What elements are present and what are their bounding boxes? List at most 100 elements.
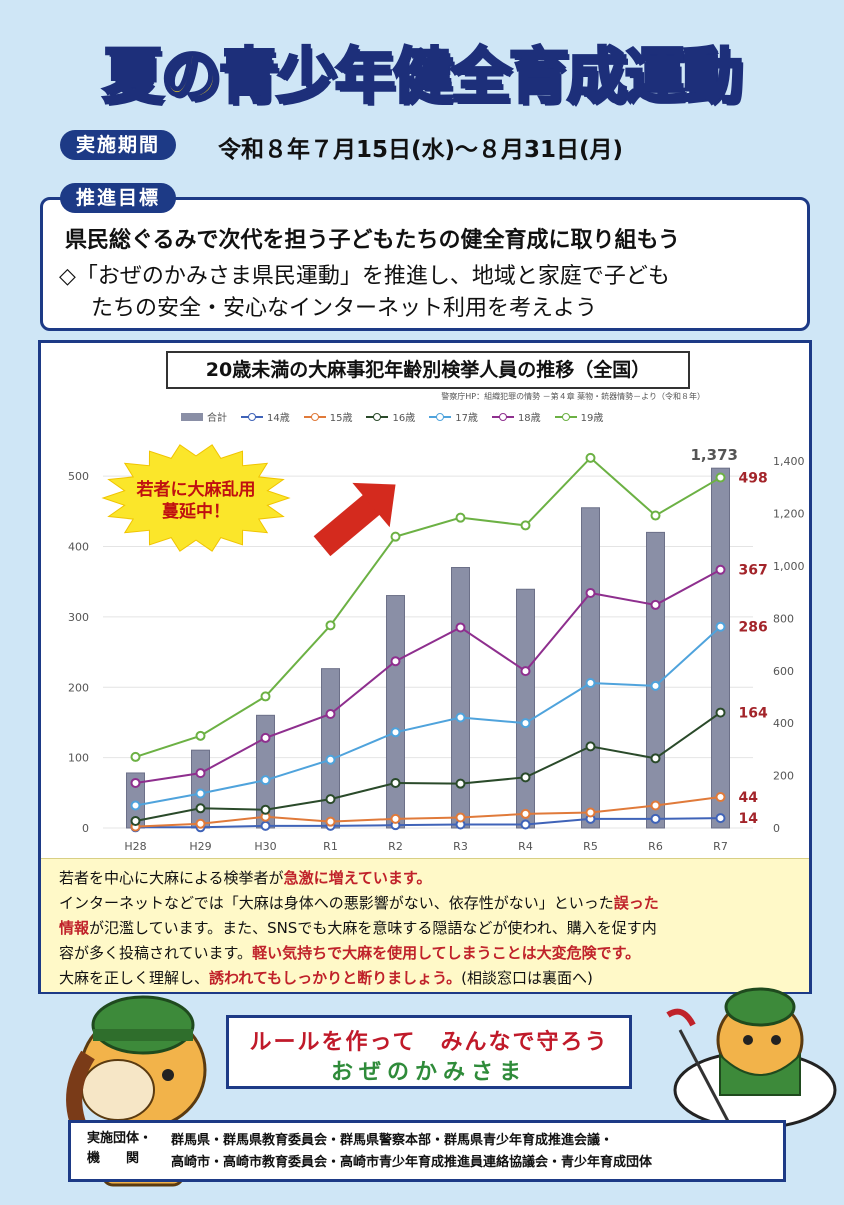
note-1b: 急激に増えています。 — [283, 869, 432, 887]
legend-bar-swatch — [181, 412, 203, 421]
chart-panel: 20歳未満の大麻事犯年齢別検挙人員の推移（全国） 警察庁HP：組織犯罪の情勢 －… — [38, 340, 812, 994]
legend-line-swatch — [366, 412, 389, 421]
x-tick-label: H28 — [124, 840, 146, 853]
series-point — [715, 472, 726, 483]
series-point — [130, 777, 141, 788]
series-end-label: 164 — [739, 706, 768, 722]
right-tick-label: 800 — [773, 612, 794, 625]
right-tick-label: 1,400 — [773, 455, 805, 468]
x-tick-label: H29 — [189, 840, 211, 853]
org-line-2: 高崎市・高崎市教育委員会・高崎市青少年育成推進員連絡協議会・青少年育成団体 — [171, 1155, 653, 1170]
series-point — [325, 794, 336, 805]
legend-line-swatch — [491, 412, 514, 421]
series-point — [260, 775, 271, 786]
series-point — [715, 792, 726, 803]
series-point — [390, 813, 401, 824]
chart-legend: 合計 14歳 15歳 16歳 17歳 18歳 19歳 — [181, 409, 603, 424]
left-tick-label: 0 — [82, 822, 89, 835]
note-1a: 若者を中心に大麻による検挙者が — [59, 869, 284, 887]
legend-item: 16歳 — [366, 409, 415, 424]
org-label-1: 実施団体・ — [87, 1131, 153, 1146]
left-tick-label: 100 — [68, 752, 89, 765]
series-line — [135, 796, 721, 828]
series-point — [650, 599, 661, 610]
series-point — [650, 510, 661, 521]
note-3a: 情報 — [59, 919, 90, 937]
note-2b: 誤った — [613, 894, 659, 912]
series-end-label: 286 — [739, 620, 768, 636]
goal-box: 県民総ぐるみで次代を担う子どもたちの健全育成に取り組もう ◇「おぜのかみさま県民… — [40, 197, 810, 331]
series-point — [520, 772, 531, 783]
note-5c: (相談窓口は裏面へ) — [461, 969, 593, 987]
series-point — [195, 803, 206, 814]
series-point — [195, 730, 206, 741]
series-line — [135, 626, 722, 807]
series-point — [260, 820, 271, 831]
series-point — [585, 807, 596, 818]
total-end-label: 1,373 — [691, 446, 738, 464]
note-2a: インターネットなどでは「大麻は身体への悪影響がない、依存性がない」といった — [59, 894, 614, 912]
x-tick-label: R1 — [323, 840, 338, 853]
legend-item: 合計 — [181, 409, 227, 424]
alert-callout: 若者に大麻乱用 蔓延中！ — [101, 443, 291, 553]
series-point — [520, 666, 531, 677]
series-point — [455, 812, 466, 823]
right-tick-label: 1,200 — [773, 508, 805, 521]
series-point — [325, 754, 336, 765]
series-point — [715, 813, 726, 824]
series-point — [195, 768, 206, 779]
series-end-label: 498 — [739, 471, 768, 487]
left-tick-label: 300 — [68, 611, 89, 624]
mascot-right-illustration — [666, 987, 837, 1130]
goal-main: 県民総ぐるみで次代を担う子どもたちの健全育成に取り組もう — [65, 228, 680, 253]
x-tick-label: R2 — [388, 840, 403, 853]
series-point — [520, 718, 531, 729]
series-point — [650, 813, 661, 824]
left-tick-label: 400 — [68, 541, 89, 554]
callout-line-1: 若者に大麻乱用 — [136, 480, 256, 500]
x-tick-label: R7 — [713, 840, 728, 853]
x-tick-label: R6 — [648, 840, 663, 853]
slogan-line-1: ルールを作って みんなで守ろう — [249, 1030, 609, 1055]
org-label-2: 機 関 — [87, 1151, 140, 1166]
goal-label: 推進目標 — [60, 183, 177, 213]
bar-total — [451, 567, 470, 829]
series-point — [520, 520, 531, 531]
callout-line-2: 蔓延中！ — [162, 502, 230, 522]
series-point — [585, 678, 596, 689]
series-point — [455, 778, 466, 789]
series-point — [390, 531, 401, 542]
period-label: 実施期間 — [60, 130, 177, 160]
bar-total — [581, 507, 600, 829]
right-tick-label: 200 — [773, 770, 794, 783]
series-end-label: 367 — [739, 563, 768, 579]
series-point — [585, 452, 596, 463]
chart-title: 20歳未満の大麻事犯年齢別検挙人員の推移（全国） — [166, 351, 690, 389]
note-5a: 大麻を正しく理解し、 — [59, 969, 210, 987]
series-point — [585, 741, 596, 752]
series-line — [135, 711, 722, 822]
legend-item: 19歳 — [554, 409, 603, 424]
bar-total — [386, 595, 405, 829]
note-5b: 誘われてもしっかりと断りましょう。 — [209, 969, 462, 987]
legend-line-swatch — [241, 412, 263, 421]
left-tick-label: 200 — [68, 681, 89, 694]
poster-title: 夏の青少年健全育成運動 — [102, 41, 745, 114]
x-tick-label: R3 — [453, 840, 468, 853]
series-point — [195, 818, 206, 829]
series-point — [520, 819, 531, 830]
bar-total — [711, 467, 730, 829]
series-point — [130, 800, 141, 811]
period-text: 令和８年７月15日(水)～８月31日(月) — [218, 137, 624, 163]
series-point — [390, 656, 401, 667]
series-point — [455, 712, 466, 723]
slogan-box: ルールを作って みんなで守ろう おぜのかみさま — [226, 1015, 632, 1089]
series-point — [585, 587, 596, 598]
series-point — [260, 804, 271, 815]
series-point — [715, 564, 726, 575]
chart-plot: 0 100 200 300 400 500 0 200 400 600 800 1,000 1,200 1… — [68, 446, 805, 853]
slogan-line-2: おぜのかみさま — [330, 1060, 527, 1085]
series-point — [390, 727, 401, 738]
series-point — [715, 621, 726, 632]
series-point — [195, 788, 206, 799]
